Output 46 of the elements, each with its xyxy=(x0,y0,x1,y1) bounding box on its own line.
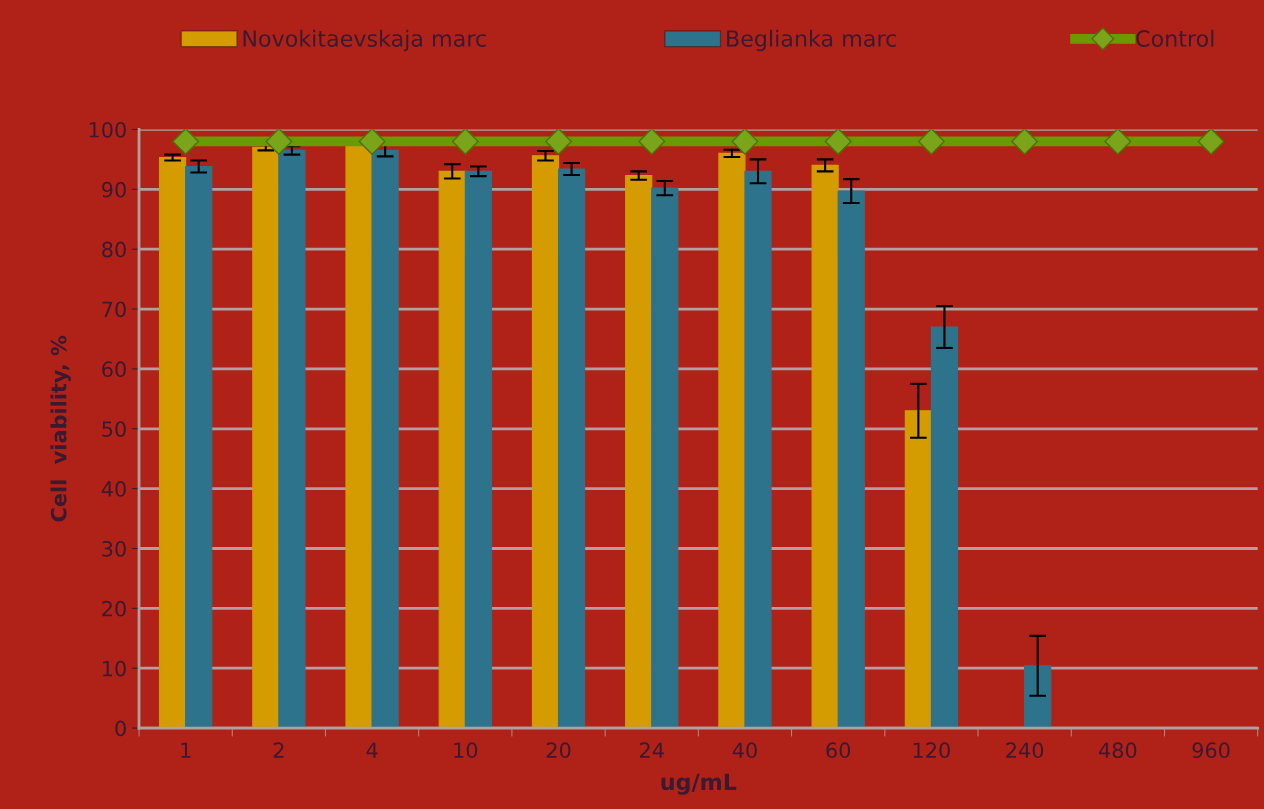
y-tick-label: 0 xyxy=(115,720,126,737)
bar xyxy=(837,190,865,729)
legend-label: Novokitaevskaja marc xyxy=(243,29,486,52)
x-tick-label: 24 xyxy=(640,742,664,758)
x-tick-label: 20 xyxy=(546,742,571,759)
bar xyxy=(464,170,492,729)
bar xyxy=(625,174,653,729)
bar xyxy=(438,170,466,729)
x-tick-label: 960 xyxy=(1192,742,1230,759)
bar xyxy=(930,326,959,729)
bar xyxy=(252,146,280,729)
bar xyxy=(744,170,772,729)
bar xyxy=(557,168,586,729)
y-tick-label: 90 xyxy=(102,181,126,198)
bar xyxy=(158,157,187,729)
bar xyxy=(371,149,399,729)
bar xyxy=(904,410,932,729)
legend-label: Control xyxy=(1136,29,1214,47)
bar xyxy=(278,149,306,729)
bar xyxy=(718,152,746,729)
y-tick-label: 70 xyxy=(102,301,126,318)
x-tick-label: 480 xyxy=(1098,742,1137,759)
x-axis-title: ug/mL xyxy=(661,773,737,795)
y-tick-label: 80 xyxy=(102,241,126,258)
x-tick-label: 10 xyxy=(454,742,478,759)
bar xyxy=(531,155,560,729)
bar xyxy=(811,164,839,729)
y-tick-label: 20 xyxy=(102,600,126,617)
x-tick-label: 240 xyxy=(1006,742,1044,759)
y-tick-label: 50 xyxy=(102,421,126,437)
bar xyxy=(651,187,679,729)
bar xyxy=(1024,665,1052,729)
x-tick-label: 60 xyxy=(826,742,851,759)
x-tick-label: 2 xyxy=(273,742,284,758)
y-tick-label: 10 xyxy=(103,660,126,677)
bar xyxy=(185,166,213,729)
x-tick-label: 40 xyxy=(732,742,757,759)
y-axis-title: Cell viability, % xyxy=(50,335,71,522)
y-tick-label: 100 xyxy=(89,121,126,138)
y-tick-label: 30 xyxy=(102,540,126,557)
y-tick-label: 40 xyxy=(101,481,126,497)
x-tick-label: 1 xyxy=(181,742,191,758)
x-tick-label: 120 xyxy=(913,742,950,759)
y-tick-label: 60 xyxy=(102,361,126,378)
legend-label: Beglianka marc xyxy=(727,29,896,52)
x-tick-label: 4 xyxy=(366,742,378,758)
